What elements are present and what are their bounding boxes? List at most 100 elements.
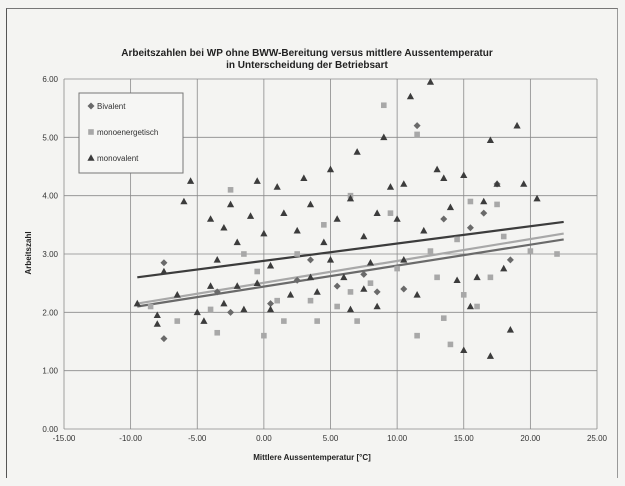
point-monoenergetisch (474, 303, 480, 310)
point-monoenergetisch (460, 292, 467, 298)
point-monovalent (446, 203, 455, 211)
point-monovalent (286, 291, 295, 298)
point-monoenergetisch (354, 318, 360, 324)
point-monovalent (233, 238, 241, 246)
point-monovalent (280, 209, 288, 216)
point-monovalent (193, 308, 201, 316)
point-monovalent (333, 215, 341, 222)
legend-marker-monoenergetisch (88, 129, 94, 135)
trendline-monoenergetisch (137, 232, 564, 305)
point-monovalent (460, 346, 468, 354)
point-monovalent (313, 288, 321, 295)
point-monovalent (380, 133, 388, 141)
x-axis-title: Mittlere Aussentemperatur [°C] (253, 453, 371, 462)
point-monoenergetisch (554, 251, 560, 257)
point-monovalent (266, 305, 275, 313)
point-monovalent (300, 174, 308, 181)
point-monovalent (506, 326, 514, 333)
point-monovalent (493, 180, 501, 187)
point-monoenergetisch (527, 248, 534, 254)
chart-title: Arbeitszahlen bei WP ohne BWW-Bereitung … (121, 48, 493, 59)
point-bivalent (160, 335, 168, 343)
point-monovalent (253, 279, 261, 286)
point-monoenergetisch (414, 332, 420, 339)
point-monoenergetisch (314, 318, 320, 324)
point-monovalent (386, 183, 395, 190)
y-tick-label: 6.00 (42, 75, 58, 84)
point-monoenergetisch (440, 315, 447, 321)
point-monovalent (500, 264, 508, 272)
point-monovalent (200, 317, 208, 324)
point-monovalent (373, 302, 381, 310)
point-monovalent (173, 291, 181, 298)
point-monovalent (353, 148, 361, 155)
point-monovalent (360, 232, 368, 240)
point-bivalent (506, 256, 514, 264)
point-monovalent (153, 311, 161, 319)
point-monovalent (406, 92, 415, 100)
trendline-monovalent (137, 220, 564, 279)
point-monovalent (153, 320, 161, 327)
point-monovalent (520, 180, 528, 187)
point-monoenergetisch (274, 297, 280, 304)
point-monovalent (220, 223, 228, 231)
point-monovalent (206, 215, 215, 222)
tick-labels: -15.00 -10.00 -5.00 0.00 5.00 10.00 15.00 20.00… (42, 75, 607, 443)
x-tick-label: 10.00 (387, 434, 408, 443)
point-monovalent (533, 194, 541, 202)
point-bivalent (213, 288, 221, 296)
point-monoenergetisch (227, 187, 234, 193)
point-monoenergetisch (321, 222, 327, 228)
point-monovalent (460, 171, 468, 179)
point-monoenergetisch (261, 332, 267, 339)
point-monoenergetisch (254, 268, 261, 275)
point-monovalent (326, 256, 335, 263)
chart-subtitle: in Unterscheidung der Betriebsart (226, 60, 388, 71)
point-monovalent (240, 305, 248, 313)
point-monovalent (393, 215, 401, 222)
point-monoenergetisch (387, 210, 394, 216)
point-monoenergetisch (147, 303, 154, 310)
point-monovalent (486, 136, 494, 144)
data-points (133, 78, 560, 359)
point-monovalent (373, 209, 381, 216)
point-monovalent (466, 302, 475, 310)
x-tick-label: -10.00 (119, 434, 142, 443)
point-monovalent (366, 258, 375, 266)
point-monovalent (440, 174, 448, 181)
point-monovalent (486, 352, 494, 359)
point-monoenergetisch (414, 131, 420, 138)
point-bivalent (440, 215, 448, 223)
x-tick-label: -5.00 (188, 434, 207, 443)
x-tick-label: 25.00 (587, 434, 608, 443)
point-monoenergetisch (334, 303, 340, 310)
point-monoenergetisch (500, 233, 507, 240)
grid (63, 78, 598, 430)
point-monoenergetisch (394, 265, 400, 272)
point-monovalent (513, 121, 521, 129)
point-monovalent (320, 238, 328, 246)
point-monovalent (266, 261, 275, 269)
y-tick-label: 3.00 (42, 250, 58, 259)
point-monovalent (273, 183, 281, 190)
point-monoenergetisch (214, 329, 221, 336)
point-monovalent (246, 212, 255, 219)
point-bivalent (307, 256, 315, 264)
point-monovalent (433, 165, 441, 173)
point-monoenergetisch (434, 274, 440, 281)
point-monoenergetisch (174, 318, 181, 324)
point-monovalent (160, 267, 168, 275)
legend-label-monoenergetisch: monoenergetisch (97, 128, 158, 137)
point-bivalent (373, 288, 381, 296)
x-tick-label: 5.00 (323, 434, 339, 443)
point-monovalent (226, 200, 235, 208)
x-tick-label: -15.00 (53, 434, 76, 443)
point-bivalent (267, 300, 275, 308)
point-monoenergetisch (487, 274, 494, 281)
legend-label-monovalent: monovalent (97, 154, 139, 163)
point-monovalent (400, 180, 408, 187)
point-monovalent (413, 291, 421, 298)
point-monoenergetisch (454, 236, 460, 243)
point-monovalent (220, 299, 228, 307)
point-monovalent (480, 197, 488, 205)
